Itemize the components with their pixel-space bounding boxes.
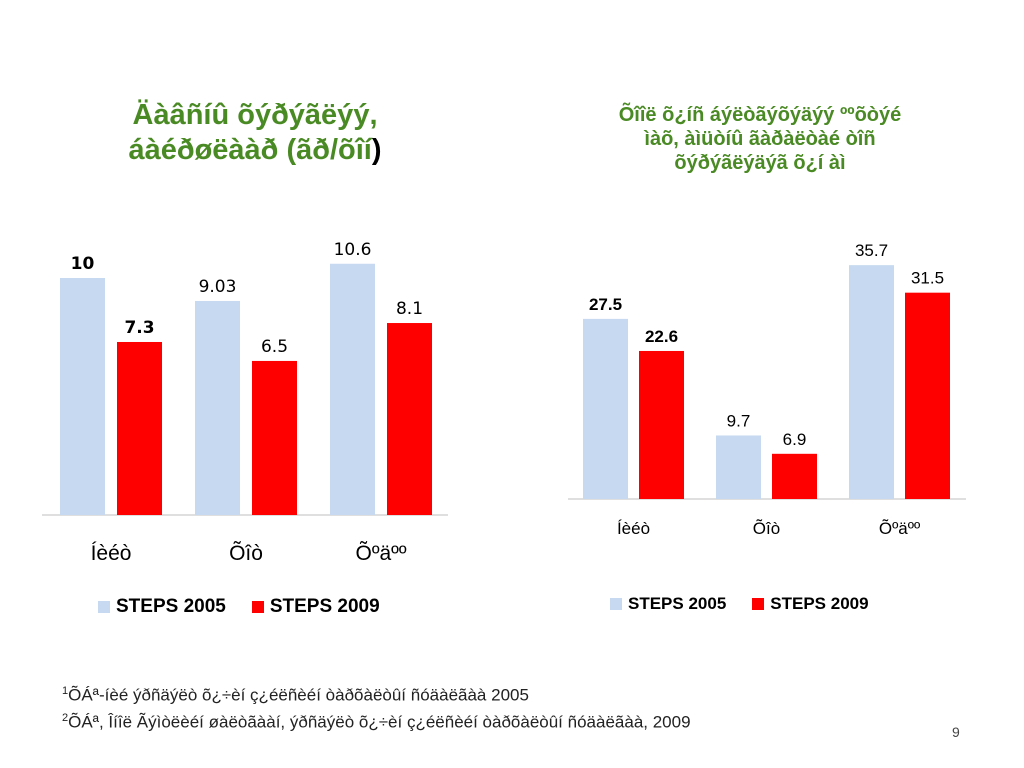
left-bar-2005-1: [195, 300, 240, 515]
right-legend: STEPS 2005 STEPS 2009: [610, 594, 895, 614]
left-bar-2009-2: [387, 323, 432, 515]
left-legend-swatch-2005: [98, 601, 110, 613]
left-title-line1: Äàâñíû õýðýãëýý,: [132, 99, 378, 131]
left-title-line2: áàéðøëààð (ãð/õîí): [128, 133, 382, 166]
right-bar-2009-1: [772, 453, 817, 499]
left-bar-2009-1: [252, 360, 297, 515]
right-bar-2005-1: [716, 435, 761, 499]
right-legend-swatch-2005: [610, 598, 622, 610]
right-legend-label-2005: STEPS 2005: [628, 594, 727, 613]
left-bar-2005-0: [60, 278, 105, 515]
left-chart-title: Äàâñíû õýðýãëýý, áàéðøëààð (ãð/õîí): [60, 98, 450, 168]
left-legend-item-2009: STEPS 2009: [251, 596, 380, 618]
right-category-label-1: Õîò: [753, 519, 780, 538]
footnote-2: 2ÕÁª, Îíîë Ãýìòëèéí øàëòãààí, ýðñäýëò õ¿…: [62, 712, 691, 733]
left-legend-swatch-2009: [251, 601, 264, 613]
left-data-label-2009-2: 8.1: [396, 299, 423, 319]
right-data-label-2009-1: 6.9: [783, 430, 807, 449]
right-legend-item-2005: STEPS 2005: [610, 594, 726, 614]
right-legend-label-2009: STEPS 2009: [770, 594, 869, 613]
right-bar-2009-0: [639, 350, 684, 499]
footnote-2-mark: 2: [62, 712, 69, 724]
right-category-label-2: Õºäºº: [879, 519, 920, 538]
footnote-2-text: ÕÁª, Îíîë Ãýìòëèéí øàëòãààí, ýðñäýëò õ¿÷…: [68, 712, 691, 732]
right-data-label-2009-2: 31.5: [911, 269, 944, 288]
right-data-label-2005-1: 9.7: [727, 411, 751, 430]
right-data-label-2009-0: 22.6: [645, 327, 678, 346]
page-number: 9: [952, 724, 960, 740]
left-legend-label-2005: STEPS 2005: [116, 596, 226, 617]
right-legend-item-2009: STEPS 2009: [752, 594, 869, 614]
left-data-label-2009-1: 6.5: [261, 337, 288, 357]
right-bar-2005-2: [849, 265, 894, 499]
right-category-label-0: Íèéò: [617, 519, 650, 538]
left-bar-2009-0: [117, 341, 162, 515]
right-title-line2: ìàõ, àìüòíû ãàðàëòàé òîñ: [644, 128, 876, 150]
left-title-paren: ): [371, 133, 382, 166]
left-data-label-2005-2: 10.6: [334, 240, 372, 260]
left-data-label-2005-0: 10: [71, 254, 95, 274]
right-bar-2009-2: [905, 292, 950, 499]
left-category-label-0: Íèéò: [91, 542, 132, 565]
footnote-1: 1ÕÁª-íèé ýðñäýëò õ¿÷èí ç¿éëñèéí òàðõàëòû…: [62, 685, 529, 706]
footnote-1-mark: 1: [62, 685, 69, 697]
right-legend-swatch-2009: [752, 598, 765, 610]
left-data-label-2009-0: 7.3: [124, 318, 154, 338]
right-data-label-2005-2: 35.7: [855, 241, 888, 260]
right-title-line3: õýðýãëýäýã õ¿í àì: [674, 152, 846, 174]
left-legend-item-2005: STEPS 2005: [98, 596, 226, 618]
right-title-line1: Õîîë õ¿íñ áýëòãýõýäýý ººõòýé: [618, 104, 902, 126]
left-data-label-2005-1: 9.03: [199, 277, 237, 297]
left-legend: STEPS 2005 STEPS 2009: [98, 596, 406, 618]
left-bar-2005-2: [330, 263, 375, 515]
right-bar-2005-0: [583, 318, 628, 499]
left-category-label-1: Õîò: [229, 541, 263, 565]
right-data-label-2005-0: 27.5: [589, 295, 622, 314]
left-category-label-2: Õºäºº: [355, 541, 406, 565]
footnote-1-text: ÕÁª-íèé ýðñäýëò õ¿÷èí ç¿éëñèéí òàðõàëòûí…: [68, 685, 529, 705]
left-legend-label-2009: STEPS 2009: [269, 596, 380, 617]
right-chart-title: Õîîë õ¿íñ áýëòãýõýäýý ººõòýé ìàõ, àìüòíû…: [520, 103, 1000, 175]
